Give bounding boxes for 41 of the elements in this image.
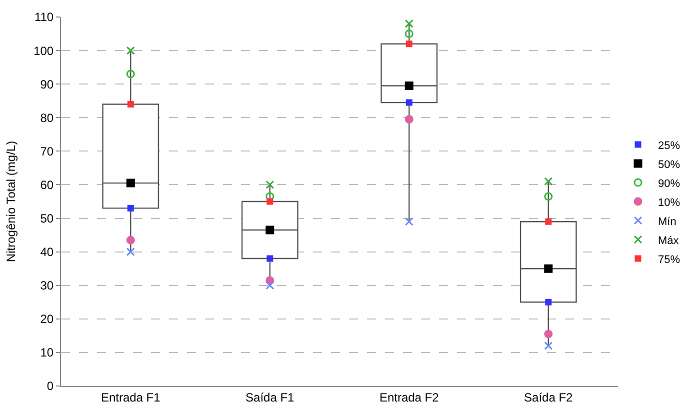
y-tick-label: 70	[40, 144, 54, 158]
point	[544, 192, 553, 201]
y-tick-label: 100	[34, 44, 54, 58]
point	[126, 46, 135, 55]
point	[545, 298, 552, 306]
x-tick-label: Entrada F1	[100, 390, 161, 404]
y-tick-label: 110	[34, 10, 54, 24]
legend-label: Máx	[658, 234, 680, 247]
legend-label: 25%	[658, 140, 680, 152]
point	[406, 99, 412, 106]
x-tick-label: Saída F1	[246, 390, 295, 404]
y-tick-label: 80	[40, 110, 54, 125]
x-tick-label: Entrada F2	[379, 390, 440, 404]
legend-label: 90%	[658, 178, 680, 190]
legend-label: 50%	[658, 158, 680, 171]
point	[266, 180, 274, 189]
point	[544, 330, 553, 338]
point	[544, 264, 553, 273]
y-tick-label: 10	[40, 346, 54, 360]
legend-label: 10%	[658, 196, 680, 209]
y-tick-label: 90	[40, 77, 54, 92]
point	[404, 30, 414, 38]
legend-label: Mín	[658, 216, 676, 228]
point	[404, 82, 414, 90]
y-axis-title: Nitrogênio Total (mg/L)	[4, 140, 18, 262]
point	[126, 70, 135, 78]
x-tick-label: Saída F2	[524, 390, 574, 404]
point	[404, 115, 414, 124]
y-tick-label: 50	[40, 211, 54, 226]
y-tick-label: 60	[40, 178, 54, 192]
point	[544, 177, 553, 186]
y-tick-label: 40	[40, 245, 54, 260]
point	[544, 342, 553, 350]
point	[406, 40, 412, 48]
y-tick-label: 20	[40, 312, 54, 326]
legend-label: 75%	[658, 254, 680, 266]
point	[404, 217, 414, 226]
point	[545, 218, 552, 225]
y-tick-label: 0	[46, 379, 54, 394]
y-tick-label: 30	[40, 278, 54, 293]
point	[404, 19, 414, 28]
